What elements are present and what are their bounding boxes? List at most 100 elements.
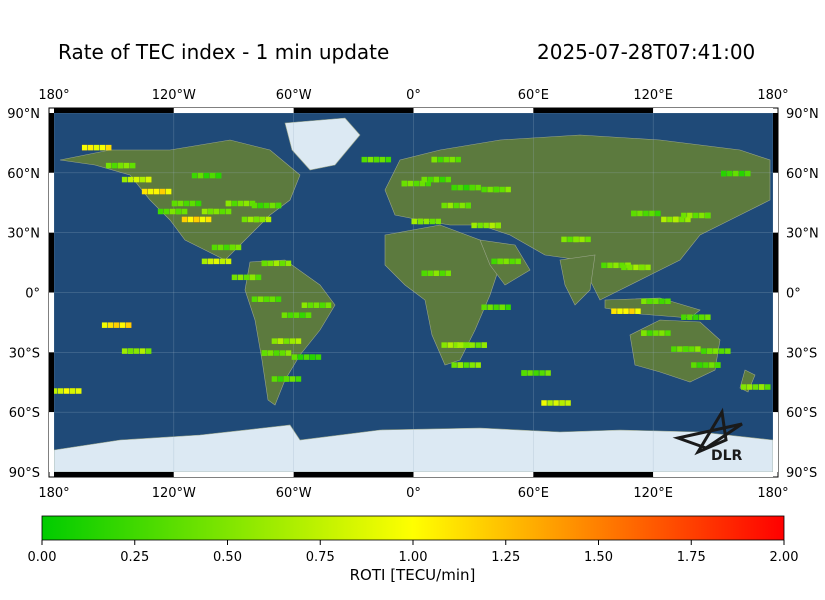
roti-cell bbox=[269, 296, 276, 302]
lat-tick-label: 30°S bbox=[786, 346, 817, 361]
roti-cell bbox=[307, 302, 314, 308]
roti-cell bbox=[427, 176, 433, 183]
roti-cell bbox=[725, 348, 731, 354]
roti-cell bbox=[475, 342, 481, 348]
dlr-logo-icon bbox=[672, 407, 743, 456]
roti-cell bbox=[621, 264, 627, 271]
roti-cell bbox=[309, 354, 316, 360]
lon-tick-label: 0° bbox=[406, 88, 421, 103]
roti-cell bbox=[283, 338, 290, 344]
roti-cell bbox=[709, 362, 715, 368]
roti-cell bbox=[655, 210, 661, 217]
colorbar-tick-label: 0.75 bbox=[306, 550, 335, 565]
roti-cell bbox=[373, 156, 380, 163]
roti-cell bbox=[447, 342, 453, 348]
roti-cell bbox=[471, 222, 477, 229]
roti-cell bbox=[649, 210, 655, 217]
roti-cell bbox=[421, 176, 427, 183]
roti-cell bbox=[231, 274, 238, 281]
roti-cell bbox=[659, 298, 665, 304]
lon-tick-label: 120°W bbox=[152, 88, 196, 103]
roti-cell bbox=[139, 176, 146, 183]
roti-cell bbox=[463, 342, 469, 348]
roti-cell bbox=[235, 244, 242, 251]
roti-cell bbox=[631, 210, 637, 217]
lat-tick-label: 60°N bbox=[7, 167, 40, 182]
roti-cell bbox=[251, 202, 258, 209]
roti-cell bbox=[567, 236, 573, 243]
roti-cell bbox=[401, 180, 407, 187]
roti-cell bbox=[299, 312, 306, 318]
roti-cell bbox=[231, 200, 238, 207]
roti-cell bbox=[475, 184, 481, 191]
roti-cell bbox=[693, 314, 699, 320]
colorbar-ticks: 0.00 0.25 0.50 0.75 1.00 1.25 1.50 1.75 2.00 bbox=[28, 540, 799, 565]
lat-tick-label: 90°N bbox=[7, 107, 40, 122]
roti-cell bbox=[747, 384, 753, 390]
roti-cell bbox=[453, 202, 459, 209]
roti-cell bbox=[667, 216, 673, 223]
lon-tick-label: 120°E bbox=[633, 486, 673, 501]
roti-cell bbox=[715, 362, 721, 368]
colorbar-tick-label: 1.25 bbox=[491, 550, 520, 565]
roti-cell bbox=[439, 270, 445, 277]
roti-cell bbox=[515, 258, 521, 265]
roti-cell bbox=[367, 156, 374, 163]
roti-cell bbox=[99, 144, 106, 151]
colorbar-tick-label: 0.00 bbox=[28, 550, 57, 565]
roti-cell bbox=[457, 184, 463, 191]
roti-cell bbox=[163, 208, 170, 215]
roti-cell bbox=[157, 208, 164, 215]
roti-cell bbox=[81, 144, 88, 151]
roti-cell bbox=[611, 308, 617, 314]
roti-cell bbox=[225, 208, 232, 215]
map-title: Rate of TEC index - 1 min update bbox=[58, 40, 390, 64]
roti-cell bbox=[505, 304, 511, 310]
lon-tick-label: 120°W bbox=[152, 486, 196, 501]
roti-cell bbox=[585, 236, 591, 243]
roti-cell bbox=[671, 346, 677, 352]
roti-cell bbox=[759, 384, 765, 390]
roti-cell bbox=[541, 400, 547, 406]
roti-cell bbox=[253, 216, 260, 223]
roti-cell bbox=[457, 362, 463, 368]
roti-cell bbox=[701, 348, 707, 354]
roti-cell bbox=[719, 348, 725, 354]
roti-cell bbox=[113, 322, 120, 328]
roti-cell bbox=[275, 296, 282, 302]
roti-cell bbox=[243, 200, 250, 207]
roti-cell bbox=[223, 244, 230, 251]
roti-cell bbox=[133, 176, 140, 183]
roti-cell bbox=[705, 314, 711, 320]
roti-cell bbox=[647, 330, 653, 336]
roti-cell bbox=[267, 350, 274, 356]
roti-cell bbox=[379, 156, 386, 163]
roti-cell bbox=[175, 208, 182, 215]
roti-cell bbox=[697, 362, 703, 368]
roti-cell bbox=[267, 260, 274, 267]
roti-cell bbox=[181, 216, 188, 223]
roti-cell bbox=[291, 354, 298, 360]
lon-tick-label: 180° bbox=[757, 88, 788, 103]
roti-cell bbox=[101, 322, 108, 328]
roti-cell bbox=[691, 362, 697, 368]
lat-tick-label: 30°N bbox=[7, 227, 40, 242]
roti-cell bbox=[325, 302, 332, 308]
roti-cell bbox=[181, 208, 188, 215]
roti-cell bbox=[433, 270, 439, 277]
lat-ticks-left: 90°N 60°N 30°N 0° 30°S 60°S 90°S bbox=[7, 107, 40, 481]
roti-cell bbox=[533, 370, 539, 376]
roti-cell bbox=[407, 180, 413, 187]
roti-cell bbox=[463, 184, 469, 191]
roti-cell bbox=[423, 218, 429, 225]
roti-cell bbox=[495, 222, 501, 229]
roti-cell bbox=[419, 180, 425, 187]
roti-cell bbox=[305, 312, 312, 318]
roti-cell bbox=[721, 170, 727, 177]
lat-tick-label: 60°S bbox=[9, 406, 40, 421]
roti-cell bbox=[561, 236, 567, 243]
roti-cell bbox=[493, 186, 499, 193]
roti-cell bbox=[201, 258, 208, 265]
colorbar-tick-label: 2.00 bbox=[770, 550, 799, 565]
roti-cell bbox=[159, 188, 166, 195]
